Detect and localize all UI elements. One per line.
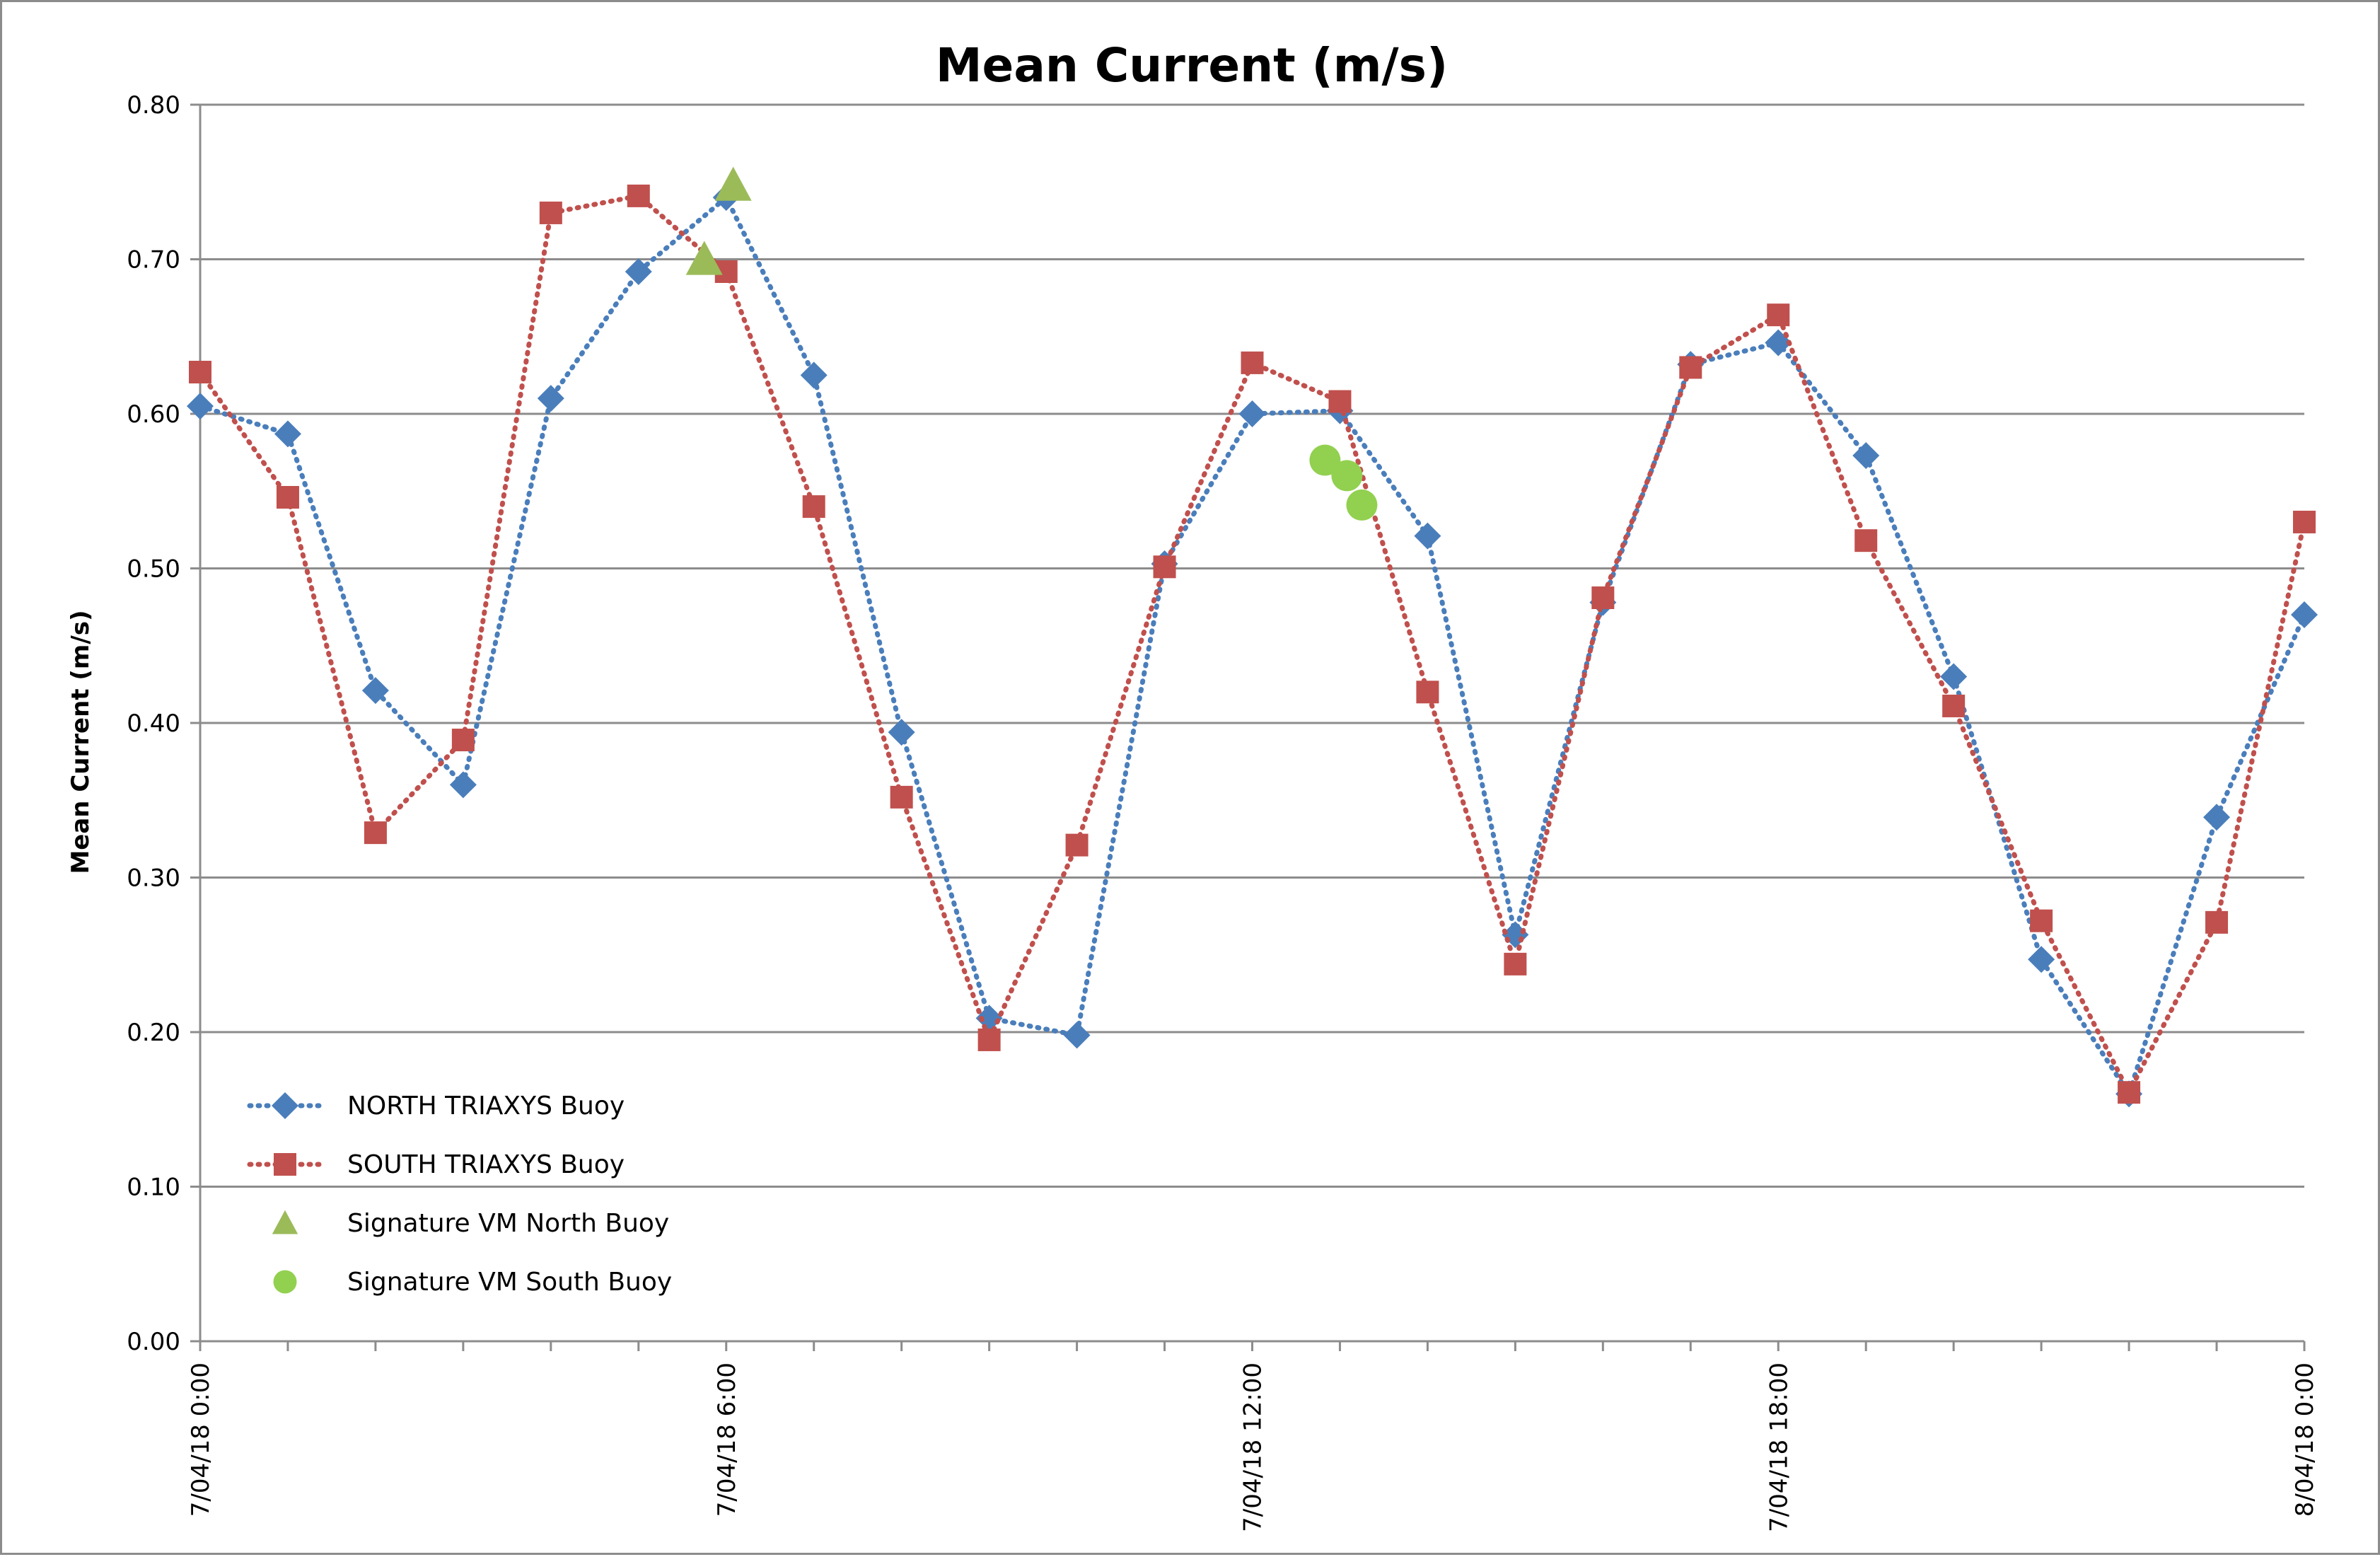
series-1 (189, 184, 2316, 1104)
data-point (888, 719, 915, 746)
data-point (449, 771, 477, 799)
data-point (1591, 586, 1615, 610)
legend-label: Signature VM South Buoy (347, 1268, 672, 1297)
data-point (977, 1028, 1001, 1051)
data-point (1153, 555, 1176, 579)
y-tick-label: 0.20 (127, 1019, 180, 1047)
data-point (1309, 444, 1341, 476)
x-tick-label: 7/04/18 0:00 (187, 1362, 215, 1517)
data-point (1679, 356, 1702, 379)
data-point (1346, 489, 1378, 521)
axes: 0.00 0.10 0.20 0.30 0.40 0.50 0.60 0.70 0.80 7/04… (127, 91, 2319, 1532)
data-point (539, 201, 562, 224)
legend-item: SOUTH TRIAXYS Buoy (247, 1150, 625, 1179)
y-tick-label: 0.80 (127, 91, 180, 120)
data-point (1942, 694, 1966, 717)
data-point (800, 361, 828, 389)
y-axis-label: Mean Current (m/s) (66, 610, 95, 874)
legend-label: SOUTH TRIAXYS Buoy (347, 1150, 625, 1179)
y-tick-label: 0.00 (127, 1328, 180, 1356)
x-tick-label: 8/04/18 0:00 (2291, 1362, 2319, 1517)
legend: NORTH TRIAXYS Buoy SOUTH TRIAXYS Buoy Sign… (247, 1092, 672, 1297)
data-point (1331, 460, 1363, 492)
data-point (890, 785, 913, 809)
legend-marker (274, 1153, 296, 1176)
data-point (2205, 910, 2229, 934)
legend-item: NORTH TRIAXYS Buoy (247, 1092, 625, 1121)
y-tick-label: 0.70 (127, 246, 180, 274)
data-point (1238, 400, 1266, 427)
legend-item: Signature VM North Buoy (272, 1209, 669, 1238)
data-point (2293, 510, 2316, 533)
data-point (802, 495, 825, 519)
data-point (714, 166, 752, 201)
data-point (685, 241, 723, 275)
x-tick-label: 7/04/18 6:00 (713, 1362, 741, 1517)
data-point (1328, 390, 1352, 413)
y-tick-label: 0.40 (127, 710, 180, 738)
data-point (1416, 681, 1439, 704)
data-point (1065, 833, 1089, 857)
data-point (1852, 441, 1880, 469)
legend-marker (273, 1270, 297, 1294)
data-point (274, 420, 301, 448)
x-tick-label: 7/04/18 12:00 (1239, 1362, 1267, 1532)
data-point (2291, 601, 2318, 629)
series-line (197, 193, 2307, 1098)
data-point (1940, 663, 1968, 690)
x-tick-label: 7/04/18 18:00 (1765, 1362, 1793, 1532)
data-point (1767, 303, 1790, 327)
data-point (1063, 1021, 1091, 1049)
data-point (2118, 1081, 2141, 1104)
data-point (451, 729, 475, 752)
data-point (2030, 909, 2053, 932)
data-point (189, 361, 211, 384)
data-point (1854, 529, 1878, 552)
series-3 (1309, 444, 1378, 521)
data-point (537, 385, 564, 412)
legend-label: NORTH TRIAXYS Buoy (347, 1092, 625, 1121)
data-point (187, 393, 214, 420)
y-tick-label: 0.30 (127, 864, 180, 893)
y-tick-label: 0.60 (127, 400, 180, 429)
data-point (1414, 522, 1441, 550)
data-point (627, 184, 650, 207)
data-point (2028, 946, 2055, 973)
legend-label: Signature VM North Buoy (347, 1209, 669, 1238)
series-layer (187, 166, 2318, 1108)
series-line (197, 193, 2307, 1100)
data-point (361, 677, 389, 705)
series-0 (187, 184, 2318, 1108)
legend-marker (272, 1210, 298, 1234)
gridlines (200, 103, 2304, 1188)
data-point (625, 257, 652, 285)
data-point (364, 821, 387, 845)
data-point (1241, 351, 1264, 374)
legend-item: Signature VM South Buoy (273, 1268, 672, 1297)
series-2 (685, 166, 752, 275)
y-tick-label: 0.10 (127, 1174, 180, 1202)
data-point (276, 485, 299, 509)
data-point (2203, 804, 2231, 831)
legend-marker (272, 1092, 298, 1119)
y-tick-label: 0.50 (127, 555, 180, 584)
data-point (1504, 952, 1527, 976)
chart-title: Mean Current (m/s) (936, 38, 1448, 93)
